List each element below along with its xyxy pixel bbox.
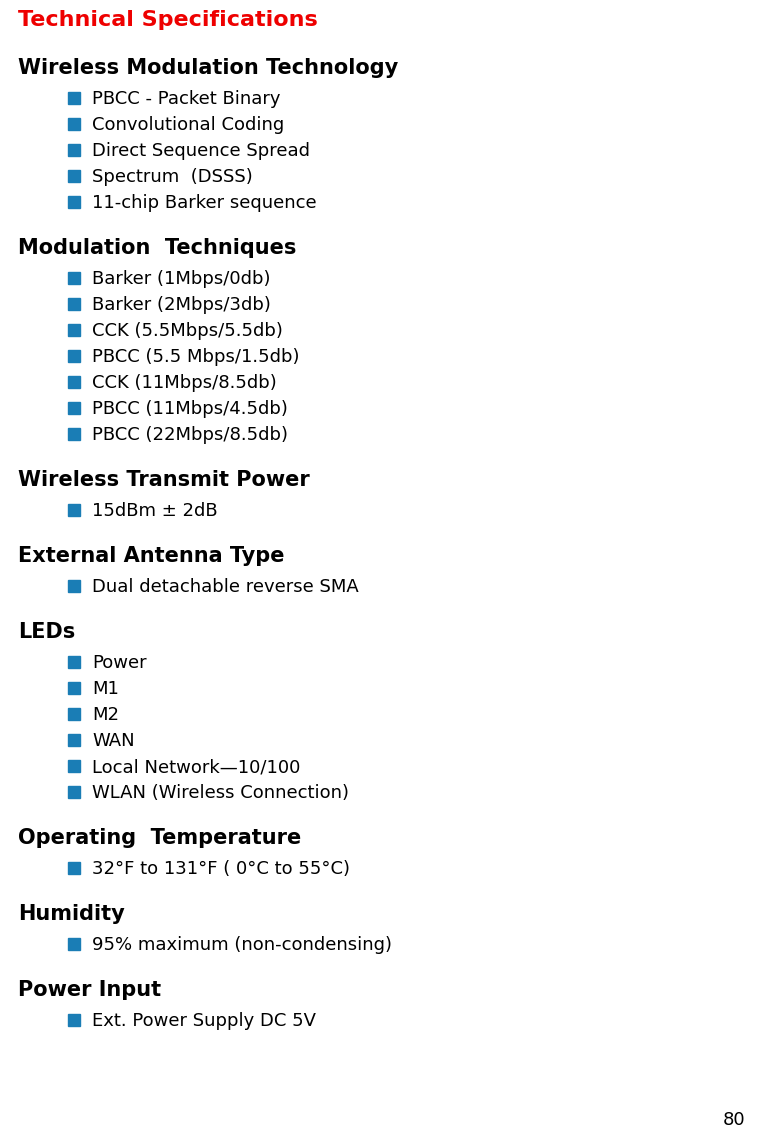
Bar: [68, 92, 80, 104]
Text: Convolutional Coding: Convolutional Coding: [92, 116, 285, 134]
Text: 32°F to 131°F ( 0°C to 55°C): 32°F to 131°F ( 0°C to 55°C): [92, 860, 350, 877]
Bar: [68, 708, 80, 720]
Text: Power Input: Power Input: [18, 980, 161, 1000]
Text: Dual detachable reverse SMA: Dual detachable reverse SMA: [92, 578, 359, 596]
Text: WAN: WAN: [92, 732, 135, 750]
Text: PBCC - Packet Binary: PBCC - Packet Binary: [92, 89, 281, 108]
Bar: [68, 863, 80, 874]
Text: Modulation  Techniques: Modulation Techniques: [18, 237, 296, 258]
Text: PBCC (5.5 Mbps/1.5db): PBCC (5.5 Mbps/1.5db): [92, 348, 300, 366]
Text: M2: M2: [92, 707, 119, 724]
Text: Technical Specifications: Technical Specifications: [18, 10, 317, 30]
Bar: [68, 760, 80, 772]
Bar: [68, 170, 80, 182]
Bar: [68, 786, 80, 798]
Text: WLAN (Wireless Connection): WLAN (Wireless Connection): [92, 785, 349, 802]
Bar: [68, 196, 80, 208]
Text: PBCC (11Mbps/4.5db): PBCC (11Mbps/4.5db): [92, 400, 288, 418]
Text: Barker (1Mbps/0db): Barker (1Mbps/0db): [92, 270, 271, 288]
Text: CCK (11Mbps/8.5db): CCK (11Mbps/8.5db): [92, 374, 277, 392]
Text: M1: M1: [92, 680, 119, 699]
Bar: [68, 323, 80, 336]
Bar: [68, 401, 80, 414]
Text: Spectrum  (DSSS): Spectrum (DSSS): [92, 167, 252, 186]
Text: Wireless Transmit Power: Wireless Transmit Power: [18, 470, 310, 490]
Text: Power: Power: [92, 654, 147, 672]
Text: 95% maximum (non-condensing): 95% maximum (non-condensing): [92, 936, 392, 954]
Bar: [68, 1014, 80, 1027]
Bar: [68, 298, 80, 310]
Bar: [68, 656, 80, 668]
Text: Local Network—10/100: Local Network—10/100: [92, 758, 301, 777]
Text: PBCC (22Mbps/8.5db): PBCC (22Mbps/8.5db): [92, 426, 288, 444]
Text: 15dBm ± 2dB: 15dBm ± 2dB: [92, 502, 217, 520]
Bar: [68, 272, 80, 284]
Bar: [68, 350, 80, 362]
Text: Barker (2Mbps/3db): Barker (2Mbps/3db): [92, 296, 271, 314]
Text: Direct Sequence Spread: Direct Sequence Spread: [92, 142, 310, 159]
Text: Wireless Modulation Technology: Wireless Modulation Technology: [18, 58, 399, 78]
Bar: [68, 580, 80, 592]
Bar: [68, 428, 80, 440]
Text: 80: 80: [722, 1111, 745, 1129]
Bar: [68, 145, 80, 156]
Bar: [68, 682, 80, 694]
Text: External Antenna Type: External Antenna Type: [18, 546, 285, 565]
Bar: [68, 376, 80, 388]
Text: 11-chip Barker sequence: 11-chip Barker sequence: [92, 194, 317, 212]
Text: LEDs: LEDs: [18, 622, 75, 642]
Text: Operating  Temperature: Operating Temperature: [18, 828, 301, 848]
Text: Ext. Power Supply DC 5V: Ext. Power Supply DC 5V: [92, 1012, 316, 1030]
Bar: [68, 118, 80, 130]
Text: CCK (5.5Mbps/5.5db): CCK (5.5Mbps/5.5db): [92, 322, 283, 340]
Bar: [68, 938, 80, 950]
Bar: [68, 504, 80, 516]
Bar: [68, 734, 80, 746]
Text: Humidity: Humidity: [18, 904, 125, 924]
